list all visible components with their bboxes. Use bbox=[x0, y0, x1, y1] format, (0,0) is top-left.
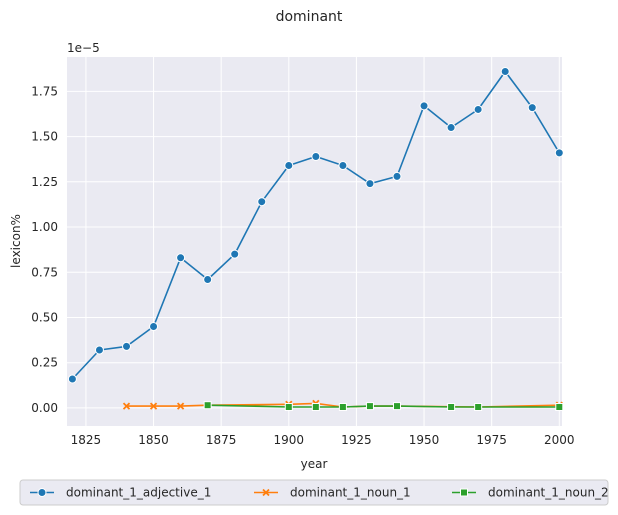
data-point bbox=[447, 403, 456, 412]
data-point bbox=[284, 161, 294, 171]
series-layer bbox=[67, 66, 564, 412]
series-dominant_1_adjective_1 bbox=[67, 66, 564, 384]
data-point bbox=[338, 403, 347, 412]
y-tick-label: 1.25 bbox=[31, 175, 58, 189]
legend: dominant_1_adjective_1 dominant_1_noun_1 d… bbox=[19, 479, 609, 506]
legend-item: dominant_1_noun_1 bbox=[254, 486, 411, 500]
data-point bbox=[67, 374, 77, 384]
data-point bbox=[392, 171, 402, 181]
data-point bbox=[393, 402, 401, 411]
data-point bbox=[473, 104, 483, 114]
data-point bbox=[37, 488, 47, 497]
data-point bbox=[446, 123, 456, 133]
data-point bbox=[527, 103, 537, 113]
data-point bbox=[122, 402, 131, 410]
data-point bbox=[311, 403, 320, 412]
data-point bbox=[122, 341, 132, 351]
data-point bbox=[365, 402, 374, 411]
data-point bbox=[500, 66, 510, 76]
data-point bbox=[311, 151, 321, 161]
legend-item: dominant_1_adjective_1 bbox=[30, 486, 211, 500]
data-point bbox=[176, 402, 185, 410]
y-tick-labels: 0.00 0.25 0.50 0.75 1.00 1.25 1.50 1.75 bbox=[31, 84, 58, 415]
legend-item: dominant_1_noun_2 bbox=[452, 486, 609, 500]
x-tick-label: 1925 bbox=[341, 433, 372, 447]
legend-label: dominant_1_noun_2 bbox=[488, 486, 609, 500]
data-point bbox=[176, 253, 186, 263]
y-tick-label: 1.50 bbox=[31, 130, 58, 144]
data-point bbox=[257, 197, 267, 207]
data-point bbox=[554, 148, 564, 158]
data-point bbox=[203, 274, 213, 284]
legend-frame bbox=[19, 479, 609, 506]
data-point bbox=[555, 403, 564, 412]
data-point bbox=[262, 488, 270, 497]
x-tick-label: 1825 bbox=[71, 433, 102, 447]
y-scale-label: 1e−5 bbox=[67, 41, 100, 55]
x-tick-label: 1950 bbox=[409, 433, 440, 447]
grid-lines bbox=[67, 57, 562, 426]
data-point bbox=[149, 322, 159, 332]
data-point bbox=[460, 488, 468, 497]
data-point bbox=[230, 249, 240, 259]
x-tick-label: 1850 bbox=[138, 433, 169, 447]
x-tick-label: 1975 bbox=[476, 433, 507, 447]
x-tick-label: 1900 bbox=[274, 433, 305, 447]
data-point bbox=[474, 403, 483, 412]
y-tick-label: 1.75 bbox=[31, 84, 58, 98]
x-axis-label: year bbox=[301, 457, 328, 471]
y-tick-label: 0.75 bbox=[31, 265, 58, 279]
legend-label: dominant_1_noun_1 bbox=[290, 486, 411, 500]
data-point bbox=[149, 402, 158, 410]
x-tick-labels: 1825 1850 1875 1900 1925 1950 1975 2000 bbox=[71, 433, 575, 447]
x-tick-label: 1875 bbox=[206, 433, 237, 447]
y-axis-label: lexicon% bbox=[9, 214, 23, 268]
data-point bbox=[365, 179, 375, 189]
y-tick-label: 1.00 bbox=[31, 220, 58, 234]
data-point bbox=[284, 403, 293, 412]
y-tick-label: 0.25 bbox=[31, 356, 58, 370]
y-tick-label: 0.50 bbox=[31, 310, 58, 324]
chart-title: dominant bbox=[276, 9, 343, 25]
data-point bbox=[94, 345, 104, 355]
data-point bbox=[338, 161, 348, 171]
plot-area bbox=[67, 57, 562, 426]
data-point bbox=[203, 401, 212, 410]
legend-label: dominant_1_adjective_1 bbox=[66, 486, 211, 500]
data-point bbox=[419, 101, 429, 111]
x-tick-label: 2000 bbox=[544, 433, 575, 447]
series-dominant_1_noun_2 bbox=[203, 401, 564, 412]
y-tick-label: 0.00 bbox=[31, 401, 58, 415]
